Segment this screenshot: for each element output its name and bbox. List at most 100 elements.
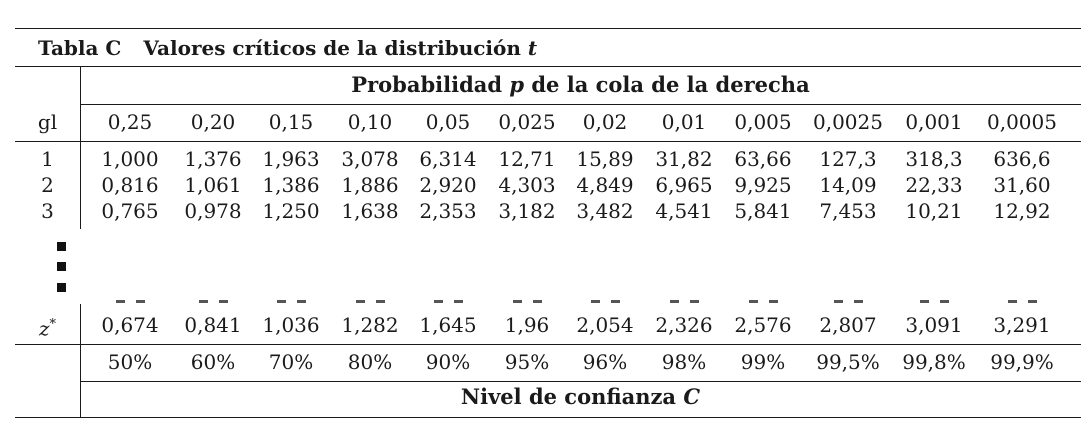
clipped-digit-fragment (690, 300, 699, 303)
critical-value: 0,978 (184, 199, 242, 223)
clipped-digit-fragment (376, 300, 385, 303)
column-header-row: gl 0,25 0,20 0,15 0,10 0,05 0,025 0,02 0… (0, 109, 1089, 135)
critical-value: 127,3 (819, 147, 877, 171)
confidence-header-before: Nivel de confianza (460, 384, 684, 409)
tail-probability: 0,02 (582, 110, 628, 134)
row-gl: 3 (41, 199, 54, 223)
z-label: z (38, 316, 50, 341)
stub-rule-upper (80, 66, 81, 229)
omitted-rows-fragment (80, 294, 1081, 304)
z-value: 3,291 (993, 313, 1051, 337)
critical-value: 2,920 (419, 173, 477, 197)
critical-value: 0,816 (101, 173, 159, 197)
probability-header-variable: p (509, 72, 525, 97)
title-rule (15, 66, 1081, 67)
clipped-digit-fragment (749, 300, 758, 303)
critical-value: 1,886 (341, 173, 399, 197)
table-title-variable: t (527, 36, 538, 60)
ellipsis-dot (57, 242, 66, 251)
critical-value: 15,89 (576, 147, 634, 171)
critical-value: 6,314 (419, 147, 477, 171)
critical-value: 4,303 (498, 173, 556, 197)
clipped-digit-fragment (854, 300, 863, 303)
z-value: 1,96 (504, 313, 550, 337)
confidence-header: Nivel de confianza C (80, 384, 1081, 409)
tail-probability: 0,005 (734, 110, 792, 134)
confidence-levels-rule (80, 381, 1081, 382)
z-value: 0,674 (101, 313, 159, 337)
critical-value: 3,482 (576, 199, 634, 223)
tail-probability: 0,001 (905, 110, 963, 134)
confidence-level: 98% (661, 350, 707, 374)
clipped-digit-fragment (513, 300, 522, 303)
clipped-digit-fragment (1028, 300, 1037, 303)
critical-value: 1,250 (262, 199, 320, 223)
confidence-level: 95% (504, 350, 550, 374)
tail-probability: 0,25 (107, 110, 153, 134)
top-rule (15, 28, 1081, 29)
tail-probability: 0,0005 (987, 110, 1057, 134)
critical-value: 31,82 (655, 147, 713, 171)
clipped-digit-fragment (116, 300, 125, 303)
critical-value: 0,765 (101, 199, 159, 223)
z-value: 2,807 (819, 313, 877, 337)
clipped-digit-fragment (940, 300, 949, 303)
critical-value: 1,638 (341, 199, 399, 223)
tail-probability: 0,025 (498, 110, 556, 134)
clipped-digit-fragment (533, 300, 542, 303)
critical-value: 1,963 (262, 147, 320, 171)
probability-header: Probabilidad p de la cola de la derecha (80, 72, 1081, 97)
critical-value: 7,453 (819, 199, 877, 223)
probability-header-rule (80, 104, 1081, 105)
critical-value: 3,078 (341, 147, 399, 171)
critical-value: 10,21 (905, 199, 963, 223)
clipped-digit-fragment (670, 300, 679, 303)
table-title: Tabla C Valores críticos de la distribuci… (38, 36, 537, 60)
table-title-text: Valores críticos de la distribución (143, 36, 521, 60)
confidence-level: 60% (190, 350, 236, 374)
tail-probability: 0,05 (425, 110, 471, 134)
tail-probability: 0,01 (661, 110, 707, 134)
z-value: 3,091 (905, 313, 963, 337)
probability-header-after: de la cola de la derecha (524, 72, 810, 97)
critical-value: 2,353 (419, 199, 477, 223)
clipped-digit-fragment (611, 300, 620, 303)
row-gl: 1 (41, 147, 54, 171)
clipped-digit-fragment (297, 300, 306, 303)
critical-value: 4,541 (655, 199, 713, 223)
table-row: 1 1,000 1,376 1,963 3,078 6,314 12,71 15… (0, 146, 1089, 172)
clipped-digit-fragment (219, 300, 228, 303)
clipped-digit-fragment (1008, 300, 1017, 303)
critical-value: 636,6 (993, 147, 1051, 171)
confidence-level: 99% (740, 350, 786, 374)
stub-rule-lower (80, 304, 81, 417)
critical-value: 31,60 (993, 173, 1051, 197)
z-value: 2,576 (734, 313, 792, 337)
z-superscript: * (49, 317, 57, 332)
z-star-row: z* 0,674 0,841 1,036 1,282 1,645 1,96 2,… (0, 312, 1089, 341)
z-value: 2,054 (576, 313, 634, 337)
z-value: 2,326 (655, 313, 713, 337)
z-star-label: z* (15, 312, 80, 342)
confidence-level: 96% (582, 350, 628, 374)
critical-value: 9,925 (734, 173, 792, 197)
critical-value: 12,71 (498, 147, 556, 171)
clipped-digit-fragment (454, 300, 463, 303)
confidence-level: 80% (347, 350, 393, 374)
critical-value: 63,66 (734, 147, 792, 171)
tail-probability: 0,10 (347, 110, 393, 134)
clipped-digit-fragment (834, 300, 843, 303)
clipped-digit-fragment (920, 300, 929, 303)
critical-value: 1,061 (184, 173, 242, 197)
clipped-digit-fragment (277, 300, 286, 303)
confidence-header-variable: C (683, 384, 701, 409)
critical-value: 1,000 (101, 147, 159, 171)
tail-probability: 0,20 (190, 110, 236, 134)
clipped-digit-fragment (591, 300, 600, 303)
critical-value: 318,3 (905, 147, 963, 171)
critical-value: 5,841 (734, 199, 792, 223)
table-row: 2 0,816 1,061 1,386 1,886 2,920 4,303 4,… (0, 172, 1089, 198)
z-value: 1,036 (262, 313, 320, 337)
column-header-rule (15, 141, 1081, 142)
clipped-digit-fragment (199, 300, 208, 303)
